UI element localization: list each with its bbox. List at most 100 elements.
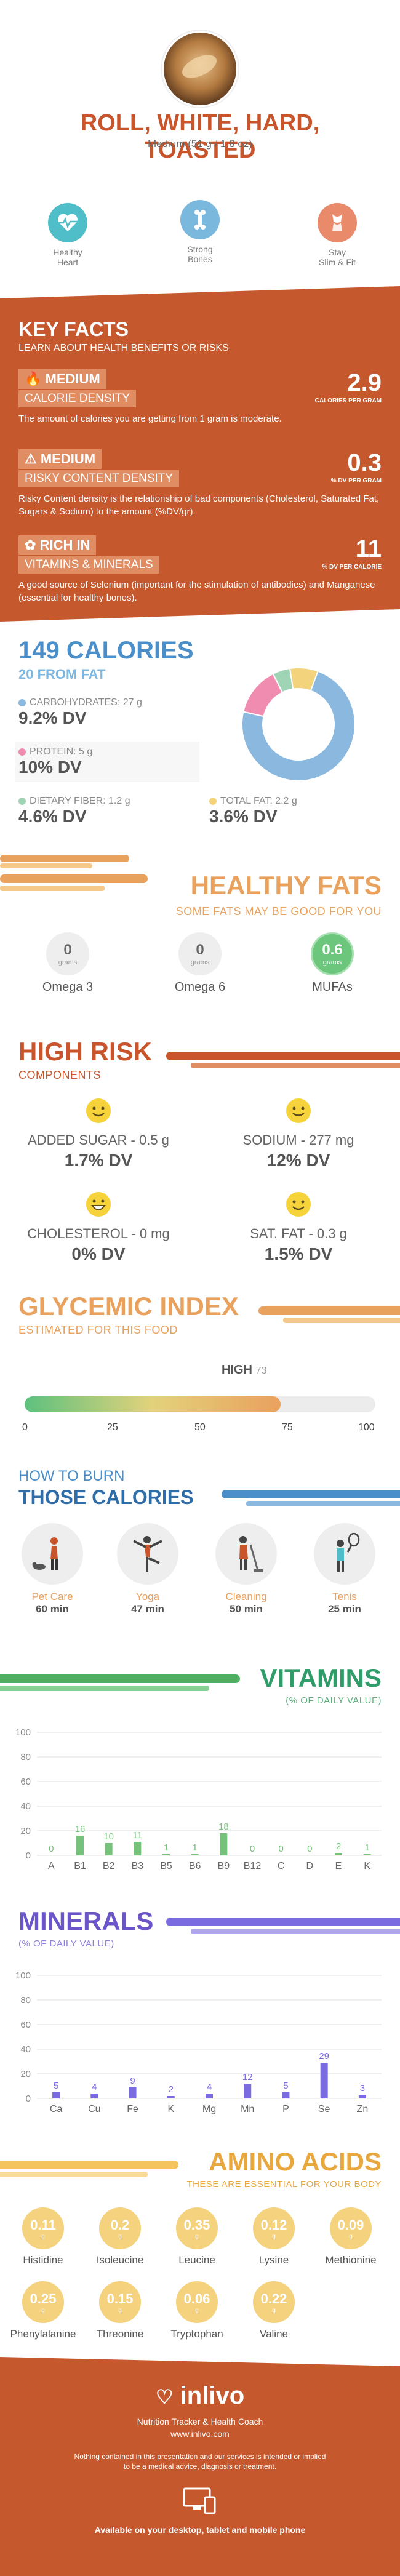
bar-Ca	[52, 2092, 60, 2098]
amino-value-circle: 0.11 g	[22, 2207, 64, 2249]
healthy-fats-title: HEALTHY FATS	[190, 871, 382, 900]
amino-value: 0.35	[183, 2217, 210, 2233]
x-tick-label: E	[335, 1861, 342, 1871]
activity-cleaning: Cleaning 50 min	[206, 1523, 286, 1615]
amino-value-circle: 0.12 g	[253, 2207, 295, 2249]
burn-title-line1: HOW TO BURN	[18, 1468, 125, 1484]
leaf-icon: ✿	[25, 537, 36, 553]
bar-value-label: 0	[307, 1844, 312, 1854]
x-tick-label: Cu	[88, 2104, 100, 2114]
amino-value: 0.06	[183, 2290, 210, 2306]
bar-value-label: 9	[130, 2076, 135, 2086]
macro-protein: PROTEIN: 5 g 10% DV	[15, 742, 199, 782]
macro-dv: 4.6% DV	[18, 807, 87, 826]
fact-level: MEDIUM	[45, 371, 100, 386]
activity-tennis: Tenis 25 min	[305, 1523, 385, 1615]
x-tick-label: B9	[218, 1861, 230, 1871]
amino-acid-item: 0.22 g Valine	[237, 2281, 311, 2340]
amino-name: Isoleucine	[96, 2254, 144, 2266]
fact-name: CALORIE DENSITY	[18, 390, 137, 407]
amino-acid-item: 0.2 g Isoleucine	[83, 2207, 157, 2266]
benefit-label: Strong	[187, 244, 213, 254]
amino-unit: g	[272, 2233, 276, 2240]
amino-unit: g	[272, 2306, 276, 2314]
fact-name: VITAMINS & MINERALS	[18, 556, 159, 574]
fact-value: 11	[355, 535, 382, 562]
bone-icon	[180, 200, 220, 239]
y-tick-label: 100	[15, 1970, 31, 1981]
grin-smiley-icon	[86, 1192, 111, 1217]
tagline: Nutrition Tracker & Health Coach	[137, 2417, 263, 2426]
yoga-icon	[117, 1523, 178, 1585]
bar-value-label: 5	[54, 2081, 58, 2091]
bar-K	[363, 1854, 371, 1855]
burn-calories-section: HOW TO BURN THOSE CALORIES Pet Care 60 m…	[0, 1462, 400, 1652]
key-fact-risky-content: ⚠ MEDIUM RISKY CONTENT DENSITY 0.3 % DV …	[18, 449, 382, 518]
food-title-line1: ROLL, WHITE, HARD,	[80, 110, 320, 136]
decorative-stripes	[222, 1490, 400, 1506]
activity-minutes: 25 min	[328, 1603, 361, 1615]
bar-value-label: 1	[164, 1842, 169, 1853]
legend-dot	[18, 748, 26, 756]
fact-description: A good source of Selenium (important for…	[18, 580, 375, 603]
amino-unit: g	[41, 2306, 45, 2314]
x-tick-label: C	[278, 1861, 285, 1871]
glycemic-tick: 50	[194, 1422, 206, 1433]
website-link[interactable]: www.inlivo.com	[170, 2429, 230, 2439]
y-tick-label: 20	[20, 1826, 31, 1836]
glycemic-title: GLYCEMIC INDEX	[18, 1292, 239, 1321]
risk-dv: 0% DV	[71, 1244, 126, 1263]
macro-carbohydrates: CARBOHYDRATES: 27 g 9.2% DV	[18, 692, 197, 733]
x-tick-label: B5	[160, 1861, 172, 1871]
risk-added-sugar: ADDED SUGAR - 0.5 g 1.7% DV	[12, 1097, 185, 1170]
glycemic-scale-fill	[25, 1396, 281, 1412]
glycemic-tick: 100	[358, 1422, 375, 1433]
amino-name: Phenylalanine	[10, 2328, 76, 2340]
amino-value-circle: 0.22 g	[253, 2281, 295, 2323]
decorative-stripes	[166, 1918, 400, 1934]
amino-name: Tryptophan	[170, 2328, 223, 2340]
amino-value: 0.15	[106, 2290, 134, 2306]
bar-value-label: 1	[192, 1842, 197, 1853]
smiley-icon	[286, 1192, 311, 1217]
amino-value-circle: 0.06 g	[176, 2281, 218, 2323]
bar-value-label: 0	[49, 1844, 54, 1854]
bar-Se	[320, 2063, 328, 2098]
bar-Zn	[358, 2095, 366, 2098]
amino-name: Histidine	[23, 2254, 63, 2266]
benefit-label: Healthy	[53, 247, 82, 257]
y-tick-label: 60	[20, 2020, 31, 2030]
fat-name: Omega 3	[42, 980, 94, 994]
brand-logo[interactable]: ♡ inlivo	[0, 2382, 400, 2410]
decorative-stripes	[0, 874, 148, 891]
fat-name: MUFAs	[312, 980, 353, 994]
x-tick-label: K	[364, 1861, 370, 1871]
x-tick-label: B6	[189, 1861, 201, 1871]
bar-value-label: 29	[319, 2051, 329, 2062]
brand-name: inlivo	[180, 2382, 245, 2409]
calories-title: 149 CALORIES	[18, 637, 194, 664]
amino-value-circle: 0.15 g	[99, 2281, 141, 2323]
y-tick-label: 80	[20, 1995, 31, 2006]
y-tick-label: 0	[26, 2094, 31, 2104]
x-tick-label: B2	[103, 1861, 115, 1871]
y-tick-label: 0	[26, 1850, 31, 1861]
activity-minutes: 60 min	[36, 1603, 69, 1615]
fact-level: RICH IN	[39, 537, 90, 553]
vitamins-title: VITAMINS	[260, 1663, 382, 1692]
activity-name: Yoga	[135, 1591, 160, 1602]
amino-value: 0.09	[337, 2217, 364, 2233]
bar-Fe	[129, 2087, 137, 2098]
macro-label: PROTEIN: 5 g	[30, 746, 93, 757]
activity-minutes: 47 min	[131, 1603, 164, 1615]
amino-unit: g	[118, 2233, 122, 2240]
food-title: ROLL, WHITE, HARD, TOASTED	[0, 110, 400, 163]
bar-Mn	[244, 2084, 252, 2098]
activity-pet-care: Pet Care 60 min	[12, 1523, 92, 1615]
bar-value-label: 2	[336, 1841, 341, 1852]
glycemic-value: 73	[255, 1366, 267, 1376]
calories-donut-chart	[241, 667, 356, 782]
macro-dietary-fiber: DIETARY FIBER: 1.2 g 4.6% DV	[18, 791, 197, 831]
bar-B3	[134, 1842, 142, 1855]
zigzag-divider	[0, 2354, 400, 2366]
